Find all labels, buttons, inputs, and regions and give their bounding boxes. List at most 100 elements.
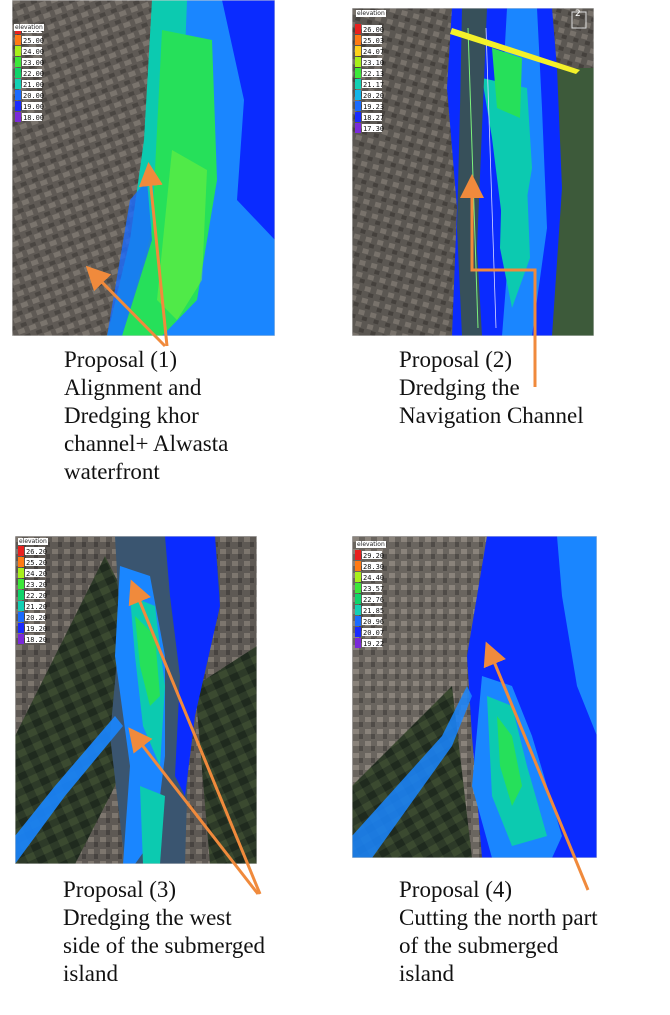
caption-4: Proposal (4) Cutting the north part of t… [399, 876, 598, 988]
legend-swatch [15, 112, 21, 122]
legend-value-bg [362, 551, 382, 559]
legend-value: 17.30 [363, 125, 384, 133]
caption-3-line-2: Dredging the west [63, 905, 232, 930]
caption-3-line-4: island [63, 961, 118, 986]
legend-value: 25.03 [363, 37, 384, 45]
legend-value: 19.00 [23, 103, 44, 111]
legend-swatch [15, 90, 21, 100]
caption-4-line-2: Cutting the north part [399, 905, 598, 930]
legend-value: 18.27 [363, 114, 384, 122]
legend-value: 21.00 [23, 81, 44, 89]
legend-title-3: elevation [18, 538, 48, 545]
legend-value: 22.20 [26, 592, 47, 600]
legend-value-bg [362, 584, 382, 592]
caption-1-line-2: Alignment and [64, 375, 202, 400]
legend-value: 24.00 [23, 48, 44, 56]
legend-value-bg [362, 113, 382, 121]
legend-swatch [355, 550, 361, 560]
legend-value-bg [362, 573, 382, 581]
legend-swatch [15, 68, 21, 78]
legend-swatch [15, 101, 21, 111]
legend-swatch [355, 583, 361, 593]
legend-swatch [355, 627, 361, 637]
legend-value: 19.20 [26, 625, 47, 633]
legend-swatch [355, 79, 361, 89]
caption-4-line-1: Proposal (4) [399, 877, 513, 902]
legend-value: 21.20 [26, 603, 47, 611]
legend-value: 26.20 [26, 548, 47, 556]
legend-value-bg [362, 47, 382, 55]
legend-swatch [355, 638, 361, 648]
legend-value-bg [25, 602, 45, 610]
legend-value-bg [22, 113, 42, 121]
legend-swatch [355, 561, 361, 571]
caption-3-line-1: Proposal (3) [63, 877, 177, 902]
legend-value: 19.22 [363, 640, 384, 648]
legend-value-bg [25, 547, 45, 555]
legend-swatch [355, 594, 361, 604]
legend-title-1: elevation [14, 24, 44, 31]
legend-swatch [15, 79, 21, 89]
legend-value-bg [362, 562, 382, 570]
legend-swatch [355, 57, 361, 67]
elevation-legend-2: 26.00 25.03 24.07 23.10 22.13 21.17 20.20 19.23… [355, 24, 384, 133]
legend-value-bg [25, 624, 45, 632]
legend-value: 25.00 [23, 37, 44, 45]
legend-value: 23.00 [23, 59, 44, 67]
legend-value-bg [362, 606, 382, 614]
legend-value-bg [362, 617, 382, 625]
legend-value: 19.23 [363, 103, 384, 111]
legend-swatch [15, 46, 21, 56]
legend-swatch [18, 568, 24, 578]
elevation-legend-4: 29.20 28.30 24.40 23.57 22.76 21.85 20.96 20.07… [355, 550, 384, 648]
map-panel-1: 26.0025.0024.0023.0022.0021.0020.0019.00… [12, 0, 275, 336]
legend-value: 21.85 [363, 607, 384, 615]
legend-swatch [355, 112, 361, 122]
elevation-legend-3: 26.20 25.20 24.20 23.20 22.20 21.20 20.20 19.20… [18, 546, 47, 644]
legend-value: 23.57 [363, 585, 384, 593]
legend-swatch [18, 623, 24, 633]
legend-value-bg [362, 36, 382, 44]
legend-swatch [15, 57, 21, 67]
caption-2-line-1: Proposal (2) [399, 347, 513, 372]
legend-value: 21.17 [363, 81, 384, 89]
caption-2-line-3: Navigation Channel [399, 403, 584, 428]
legend-value: 20.00 [23, 92, 44, 100]
legend-swatch [18, 601, 24, 611]
legend-title-2: elevation [356, 10, 386, 17]
legend-title-4: elevation [356, 541, 386, 548]
legend-value: 25.20 [26, 559, 47, 567]
legend-value: 18.20 [26, 636, 47, 644]
legend-value-bg [25, 580, 45, 588]
legend-value: 24.07 [363, 48, 384, 56]
legend-swatch [18, 590, 24, 600]
legend-swatch [355, 572, 361, 582]
legend-value-bg [362, 124, 382, 132]
caption-4-line-3: of the submerged [399, 933, 559, 958]
elevation-legend-1: 26.0025.0024.0023.0022.0021.0020.0019.00… [15, 24, 44, 122]
map-panel-2: 2 26.00 25.03 24.07 23.10 22.13 21.17 20.20 19.… [352, 8, 594, 336]
caption-4-line-4: island [399, 961, 454, 986]
legend-value-bg [362, 628, 382, 636]
caption-1-line-3: Dredging khor [64, 403, 199, 428]
caption-1-line-5: waterfront [64, 459, 160, 484]
legend-value-bg [25, 635, 45, 643]
legend-swatch [355, 123, 361, 133]
map-label-2: 2 [575, 9, 581, 19]
caption-1-line-1: Proposal (1) [64, 347, 178, 372]
legend-value: 24.40 [363, 574, 384, 582]
legend-value-bg [25, 613, 45, 621]
legend-value: 20.96 [363, 618, 384, 626]
legend-swatch [355, 68, 361, 78]
legend-value: 22.76 [363, 596, 384, 604]
legend-swatch [18, 579, 24, 589]
legend-value: 22.13 [363, 70, 384, 78]
legend-swatch [355, 24, 361, 34]
legend-swatch [18, 546, 24, 556]
legend-swatch [15, 35, 21, 45]
legend-value-bg [22, 47, 42, 55]
caption-2-line-2: Dredging the [399, 375, 520, 400]
legend-value-bg [22, 58, 42, 66]
caption-2: Proposal (2) Dredging the Navigation Cha… [399, 346, 584, 430]
legend-value-bg [362, 639, 382, 647]
